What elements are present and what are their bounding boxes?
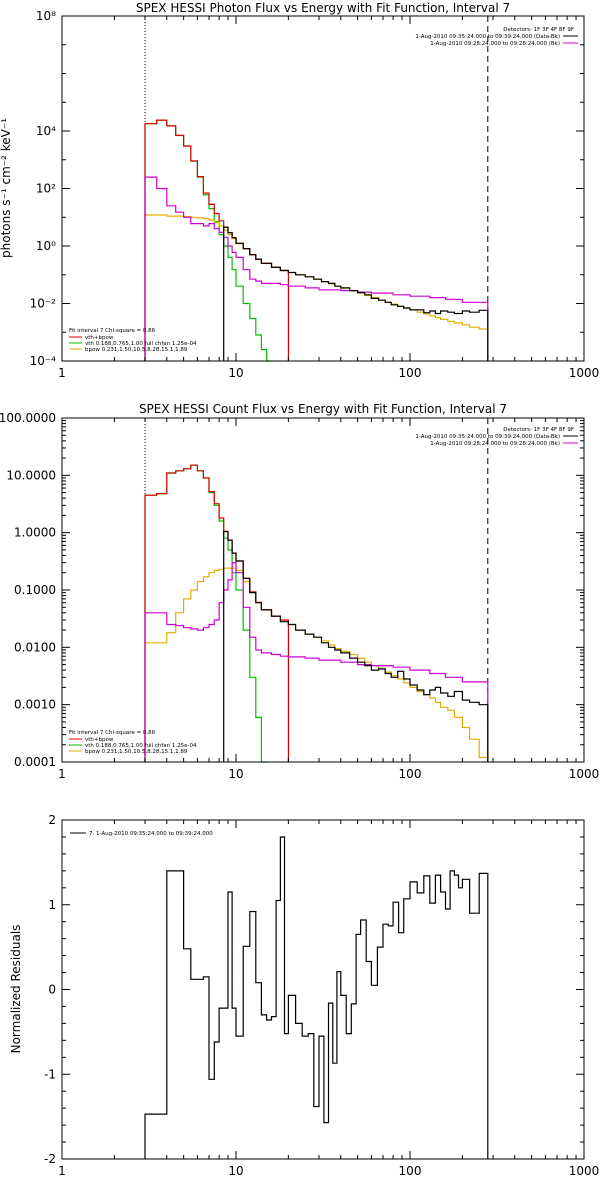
legend-bk-interval: 1-Aug-2010 09:28:24.000 to 09:28:24.000 … xyxy=(430,41,560,47)
legend-bk-interval: 1-Aug-2010 09:28:24.000 to 09:28:24.000 … xyxy=(430,441,560,447)
count-plot-frame xyxy=(61,417,585,763)
total-series-line xyxy=(144,836,489,1159)
x-tick-label: 1 xyxy=(58,1164,66,1178)
photon-flux-panel: SPEX HESSI Photon Flux vs Energy with Fi… xyxy=(0,1,599,380)
count-legend-top: Detectors: 1F 3F 4F 8F 9F 1-Aug-2010 09:… xyxy=(415,427,578,447)
y-tick-label: 10⁴ xyxy=(36,124,56,138)
x-tick-label: 100 xyxy=(399,1164,422,1178)
y-tick-label: 10⁰ xyxy=(36,239,56,253)
y-tick-label: 0.0001 xyxy=(14,755,56,769)
y-tick-label: -2 xyxy=(44,1152,56,1166)
count-legend-bottom: Fit interval 7 Chi-square = 0.86 vth+bpo… xyxy=(69,730,197,755)
photon-y-axis-label: photons s⁻¹ cm⁻² keV⁻¹ xyxy=(0,118,13,258)
vth-series-line xyxy=(144,119,272,362)
sum-series-line xyxy=(144,119,289,361)
bpow-series-line xyxy=(144,567,489,762)
photon-chart-title: SPEX HESSI Photon Flux vs Energy with Fi… xyxy=(136,1,510,15)
y-tick-label: 0.0100 xyxy=(14,640,56,654)
y-tick-label: -1 xyxy=(44,1067,56,1081)
total-series-line xyxy=(223,530,489,762)
y-tick-label: 10.0000 xyxy=(6,468,56,482)
x-tick-label: 1 xyxy=(58,767,66,781)
x-tick-label: 100 xyxy=(399,366,422,380)
residuals-panel: 1 10 100 1000 -2 -1 0 1 2 Normalized Residuals 7… xyxy=(9,813,599,1178)
photon-legend-top: Detectors: 1F 3F 4F 8F 9F 1-Aug-2010 09:… xyxy=(415,27,578,47)
y-tick-label: 10⁻² xyxy=(30,297,57,311)
legend-bpow-label: bpow 0.231,1.50,10.5,8.28,15.1,1.89 xyxy=(85,347,188,353)
y-tick-label: 10² xyxy=(36,182,56,196)
legend-vth-label: vth 0.188,0.765,1.00 full chfan 1.25e-04 xyxy=(85,743,197,749)
legend-vth-label: vth 0.188,0.765,1.00 full chfan 1.25e-04 xyxy=(85,341,197,347)
y-tick-label: 0 xyxy=(48,983,56,997)
legend-data-interval: 1-Aug-2010 09:35:24.000 to 09:39:24.000 … xyxy=(415,434,560,440)
count-flux-panel: SPEX HESSI Count Flux vs Energy with Fit… xyxy=(0,402,599,781)
y-tick-label: 10⁸ xyxy=(36,9,56,23)
y-tick-label: 0.0010 xyxy=(14,698,56,712)
photon-plot-frame xyxy=(61,15,585,362)
y-tick-label: 2 xyxy=(48,813,56,827)
y-tick-label: 0.1000 xyxy=(14,583,56,597)
legend-fit-interval: Fit interval 7 Chi-square = 0.86 xyxy=(69,730,156,736)
residuals-y-axis-label: Normalized Residuals xyxy=(9,925,23,1054)
count-chart-title: SPEX HESSI Count Flux vs Energy with Fit… xyxy=(139,402,507,416)
y-tick-label: 1 xyxy=(48,898,56,912)
y-tick-label: 100.0000 xyxy=(0,411,56,425)
x-tick-label: 10 xyxy=(228,767,243,781)
legend-sum-label: vth+bpow xyxy=(85,737,114,743)
legend-data-interval: 1-Aug-2010 09:35:24.000 to 09:39:24.000 … xyxy=(415,34,560,40)
legend-sum-label: vth+bpow xyxy=(85,335,114,341)
x-tick-label: 100 xyxy=(399,767,422,781)
background-series-line xyxy=(144,562,489,762)
residuals-legend: 7. 1-Aug-2010 09:35:24.000 to 09:39:24.0… xyxy=(89,831,213,837)
x-tick-label: 1 xyxy=(58,366,66,380)
y-tick-label: 10⁻⁴ xyxy=(30,354,57,368)
x-tick-label: 1000 xyxy=(569,366,600,380)
legend-detectors: Detectors: 1F 3F 4F 8F 9F xyxy=(503,427,574,433)
residuals-plot-frame xyxy=(61,819,585,1160)
x-tick-label: 1000 xyxy=(569,767,600,781)
background-series-line xyxy=(144,176,489,361)
y-tick-label: 1.0000 xyxy=(14,526,56,540)
photon-legend-bottom: Fit interval 7 Chi-square = 0.86 vth+bpo… xyxy=(69,328,197,353)
x-tick-label: 10 xyxy=(228,1164,243,1178)
x-tick-label: 10 xyxy=(228,366,243,380)
x-tick-label: 1000 xyxy=(569,1164,600,1178)
legend-bpow-label: bpow 0.231,1.50,10.5,8.28,15.1,1.89 xyxy=(85,749,188,755)
legend-fit-interval: Fit interval 7 Chi-square = 0.86 xyxy=(69,328,156,334)
total-series-line xyxy=(223,226,489,361)
legend-detectors: Detectors: 1F 3F 4F 8F 9F xyxy=(503,27,574,33)
vth-series-line xyxy=(144,464,267,763)
